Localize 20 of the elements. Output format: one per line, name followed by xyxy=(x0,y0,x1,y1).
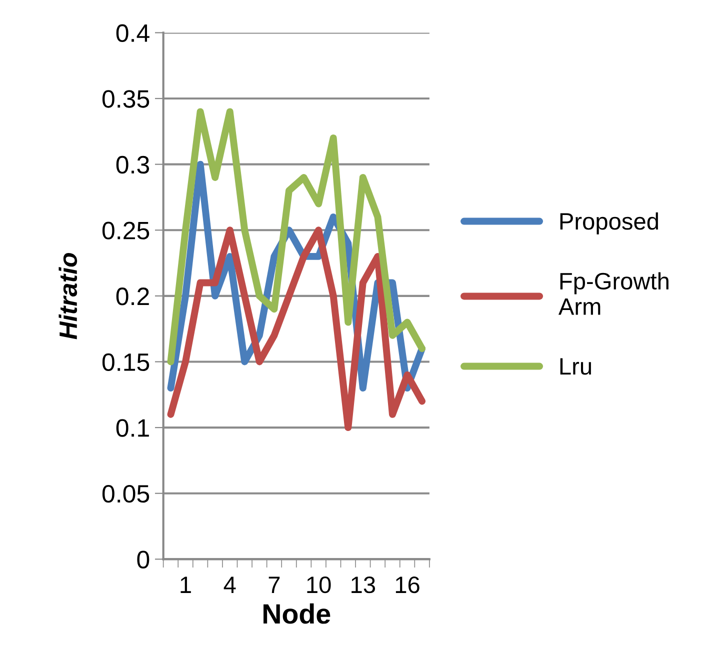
y-tick-label: 0.2 xyxy=(116,288,149,306)
legend-label: Fp-Growth Arm xyxy=(558,272,668,315)
y-tick-label: 0.05 xyxy=(102,484,150,503)
y-tick-label: 0.4 xyxy=(116,24,150,42)
y-axis-title: Hitratio xyxy=(58,252,78,340)
x-tick-label: 4 xyxy=(224,576,236,593)
x-tick-label: 10 xyxy=(307,576,331,594)
y-tick-label: 0 xyxy=(137,550,150,568)
legend-label: Lru xyxy=(560,358,591,375)
x-tick-label: 1 xyxy=(180,576,191,593)
y-tick-label: 0.15 xyxy=(102,353,150,372)
y-tick-label: 0.3 xyxy=(116,156,150,174)
y-tick-label: 0.25 xyxy=(102,222,150,240)
x-tick-label: 16 xyxy=(396,576,420,594)
legend-label: Proposed xyxy=(560,212,658,234)
x-axis-title: Node xyxy=(264,603,330,624)
x-tick-label: 7 xyxy=(268,576,280,593)
x-tick-label: 13 xyxy=(352,576,376,594)
y-tick-label: 0.35 xyxy=(102,90,150,108)
y-tick-label: 0.1 xyxy=(116,419,149,437)
